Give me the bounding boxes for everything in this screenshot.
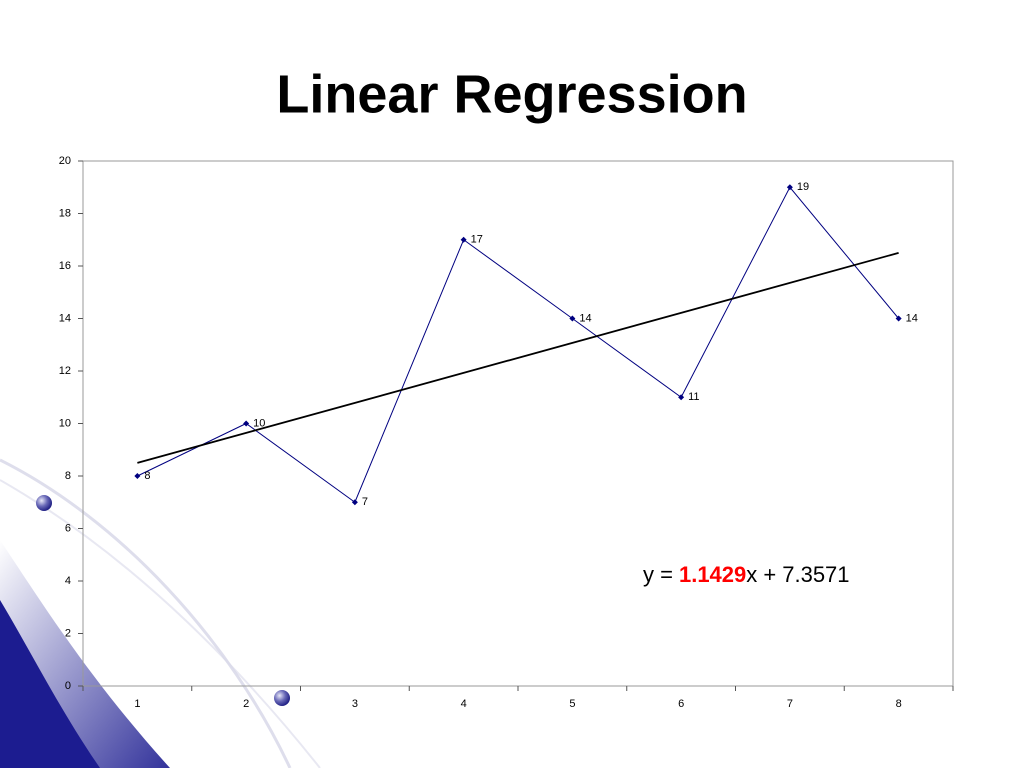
x-tick-label: 2 (243, 698, 249, 710)
data-label: 10 (253, 417, 265, 429)
marker (351, 499, 358, 506)
trend-equation: y = 1.1429x +7.3571 (643, 562, 850, 587)
series-line (137, 186, 900, 504)
marker (569, 315, 576, 322)
data-label: 11 (688, 391, 699, 403)
chart-title: Linear Regression (276, 64, 747, 124)
x-tick-label: 8 (896, 698, 902, 710)
marker (786, 184, 793, 191)
marker (243, 420, 250, 427)
y-tick-label: 8 (65, 470, 71, 482)
x-tick-label: 7 (787, 698, 793, 710)
data-label: 14 (906, 312, 918, 324)
y-tick-label: 12 (59, 365, 71, 377)
marker (460, 236, 467, 243)
data-label: 14 (579, 312, 591, 324)
y-tick-label: 14 (59, 312, 71, 324)
x-tick-label: 6 (678, 698, 684, 710)
x-tick-label: 1 (134, 698, 140, 710)
y-tick-label: 10 (59, 417, 71, 429)
marker (895, 315, 902, 322)
eq-slope: 1.1429 (679, 562, 746, 587)
plot-area (82, 160, 954, 687)
trendline (137, 251, 899, 464)
y-tick-label: 0 (65, 680, 71, 692)
eq-intercept: 7.3571 (782, 562, 849, 587)
marker (134, 473, 141, 479)
y-tick-label: 20 (59, 155, 71, 167)
x-tick-label: 5 (569, 698, 575, 710)
y-tick-label: 4 (65, 575, 71, 587)
y-tick-label: 2 (65, 627, 71, 639)
data-label: 17 (471, 234, 483, 246)
eq-text: x + (746, 562, 776, 587)
y-tick-label: 18 (59, 207, 71, 219)
x-tick-label: 4 (461, 698, 467, 710)
x-tick-label: 3 (352, 698, 358, 710)
y-tick-label: 6 (65, 522, 71, 534)
data-label: 19 (797, 181, 809, 193)
data-label: 8 (144, 470, 150, 482)
data-label: 7 (362, 496, 368, 508)
y-tick-label: 16 (59, 260, 71, 272)
marker (678, 394, 685, 401)
decoration (0, 458, 321, 768)
eq-text: y = (643, 562, 673, 587)
